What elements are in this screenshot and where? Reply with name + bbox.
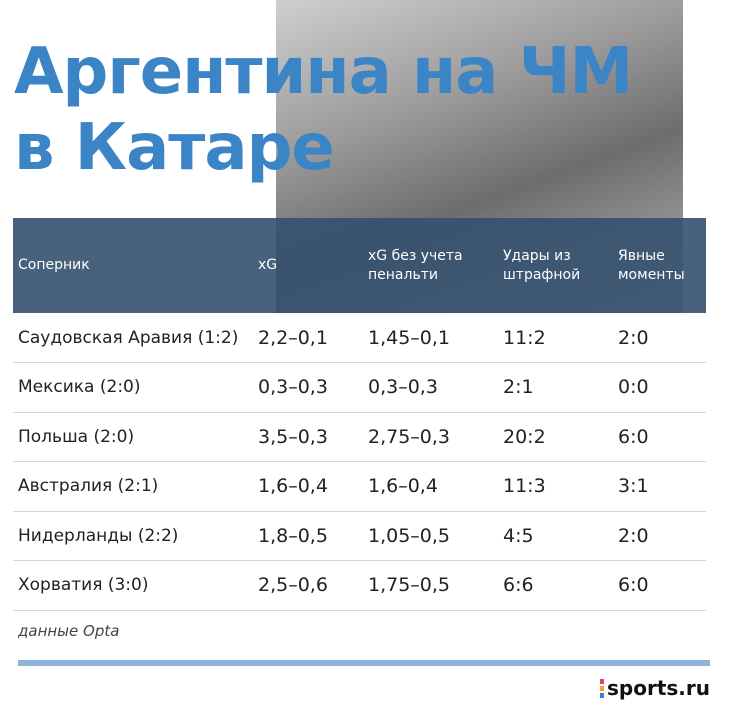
- table-row: Нидерланды (2:2) 1,8–0,5 1,05–0,5 4:5 2:0: [13, 511, 706, 561]
- column-header: Соперник: [18, 257, 90, 273]
- table-cell: 6:6: [503, 574, 534, 596]
- table-cell: Австралия (2:1): [18, 476, 159, 496]
- table-row: Хорватия (3:0) 2,5–0,6 1,75–0,5 6:6 6:0: [13, 561, 706, 611]
- logo: sports.ru: [600, 676, 710, 700]
- table-row: Мексика (2:0) 0,3–0,3 0,3–0,3 2:1 0:0: [13, 363, 706, 413]
- table-cell: Польша (2:0): [18, 426, 135, 447]
- table-cell: 0,3–0,3: [258, 376, 328, 398]
- table-cell: 1,6–0,4: [258, 475, 328, 497]
- table-cell: 2:0: [618, 524, 649, 547]
- table-cell: 6:0: [618, 574, 649, 596]
- table-cell: 0:0: [618, 376, 649, 398]
- column-header: Явные моменты: [618, 247, 685, 283]
- table-cell: 1,6–0,4: [368, 475, 438, 497]
- title: Аргентина на ЧМ в Катаре: [14, 34, 633, 186]
- table-cell: 1,05–0,5: [368, 524, 451, 547]
- table-cell: Мексика (2:0): [18, 377, 141, 397]
- table-cell: 2,2–0,1: [258, 326, 328, 349]
- table-cell: 6:0: [618, 425, 649, 448]
- column-header: Удары из штрафной: [503, 247, 581, 283]
- table-cell: 20:2: [503, 425, 546, 448]
- table-cell: 1,75–0,5: [368, 574, 451, 596]
- table-cell: 4:5: [503, 524, 534, 547]
- table-row: Саудовская Аравия (1:2) 2,2–0,1 1,45–0,1 11…: [13, 313, 706, 363]
- source: данные Opta: [18, 622, 120, 640]
- title-line: в Катаре: [14, 111, 335, 185]
- divider: [18, 660, 710, 666]
- table-cell: Хорватия (3:0): [18, 575, 149, 595]
- table-cell: 3:1: [618, 475, 649, 497]
- table-cell: Нидерланды (2:2): [18, 525, 179, 546]
- table-cell: 11:2: [503, 326, 546, 349]
- table-cell: Саудовская Аравия (1:2): [18, 327, 239, 348]
- table-cell: 1,8–0,5: [258, 524, 328, 547]
- table-cell: 2,75–0,3: [368, 425, 451, 448]
- table-cell: 1,45–0,1: [368, 326, 451, 349]
- table-header: Соперник xG xG без учета пенальти Удары из …: [13, 218, 706, 313]
- table-cell: 11:3: [503, 475, 546, 497]
- table-cell: 3,5–0,3: [258, 425, 328, 448]
- table-row: Польша (2:0) 3,5–0,3 2,75–0,3 20:2 6:0: [13, 412, 706, 462]
- table-row: Австралия (2:1) 1,6–0,4 1,6–0,4 11:3 3:1: [13, 462, 706, 512]
- column-header: xG без учета пенальти: [368, 247, 463, 283]
- column-header: xG: [258, 257, 278, 273]
- logo-dots: [600, 678, 604, 699]
- table-cell: 0,3–0,3: [368, 376, 438, 398]
- table-cell: 2,5–0,6: [258, 574, 328, 596]
- title-line: Аргентина на ЧМ: [14, 35, 633, 109]
- logo-text: sports.ru: [607, 676, 710, 700]
- table-cell: 2:0: [618, 326, 649, 349]
- table-cell: 2:1: [503, 376, 534, 398]
